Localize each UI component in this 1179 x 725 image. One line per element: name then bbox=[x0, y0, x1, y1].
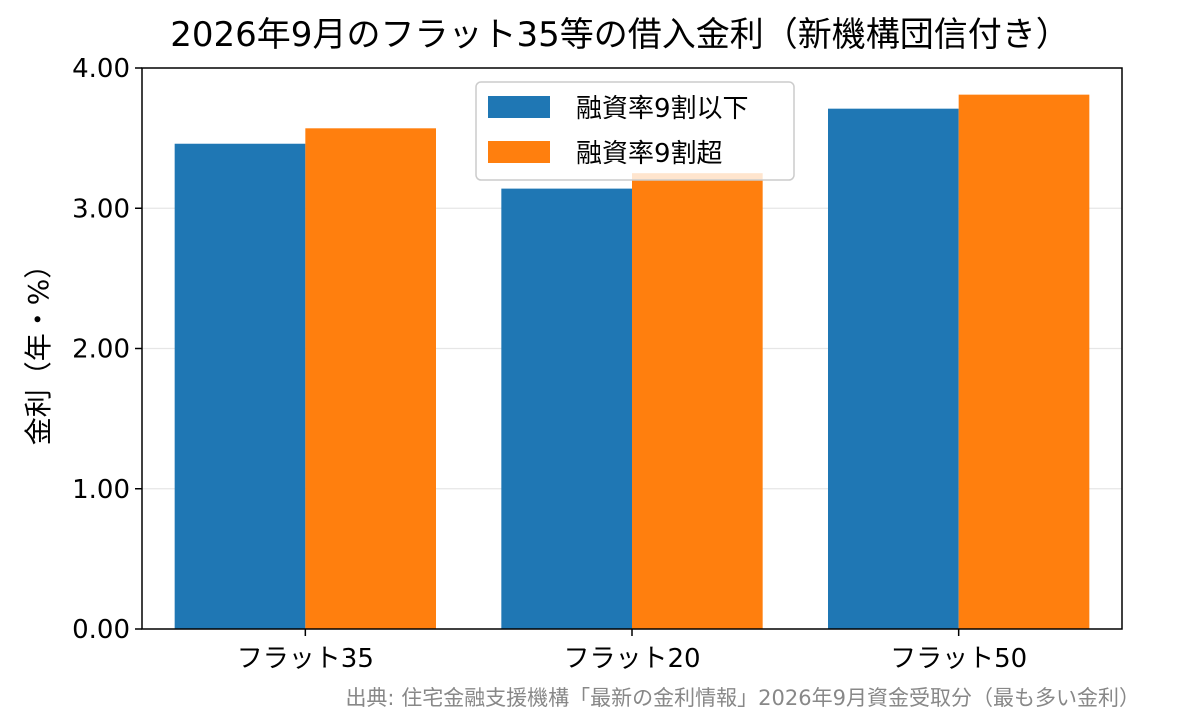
legend-box bbox=[475, 81, 795, 181]
y-tick-label: 2.00 bbox=[72, 335, 130, 365]
legend-swatch-series-2 bbox=[488, 141, 550, 163]
legend-label-series-1: 融資率9割以下 bbox=[576, 94, 749, 124]
y-axis-ticks: 0.00 1.00 2.00 3.00 4.00 bbox=[72, 54, 142, 645]
bar-series-1 bbox=[174, 143, 306, 630]
y-tick-label: 1.00 bbox=[72, 475, 130, 505]
legend-swatch-series-1 bbox=[488, 96, 550, 118]
x-axis-ticks: フラット35 フラット20 フラット50 bbox=[237, 629, 1027, 674]
chart-title: 2026年9月のフラット35等の借入金利（新機構団信付き） bbox=[170, 15, 1069, 55]
bar-series-2 bbox=[305, 128, 436, 629]
y-axis-label: 金利（年・%） bbox=[22, 251, 55, 446]
source-note: 出典: 住宅金融支援機構「最新の金利情報」2026年9月資金受取分（最も多い金利… bbox=[345, 686, 1140, 710]
y-tick-label: 3.00 bbox=[72, 194, 130, 224]
bars bbox=[174, 94, 1090, 630]
bar-series-2 bbox=[632, 173, 763, 629]
x-tick-label: フラット35 bbox=[237, 644, 374, 674]
bar-series-1 bbox=[501, 188, 632, 630]
bar-series-1 bbox=[828, 108, 959, 630]
y-tick-label: 0.00 bbox=[72, 615, 130, 645]
x-tick-label: フラット50 bbox=[890, 644, 1027, 674]
legend-label-series-2: 融資率9割超 bbox=[576, 139, 723, 169]
y-tick-label: 4.00 bbox=[72, 54, 130, 84]
legend: 融資率9割以下 融資率9割超 bbox=[475, 81, 795, 181]
x-tick-label: フラット20 bbox=[563, 644, 700, 674]
bar-series-2 bbox=[958, 94, 1090, 629]
